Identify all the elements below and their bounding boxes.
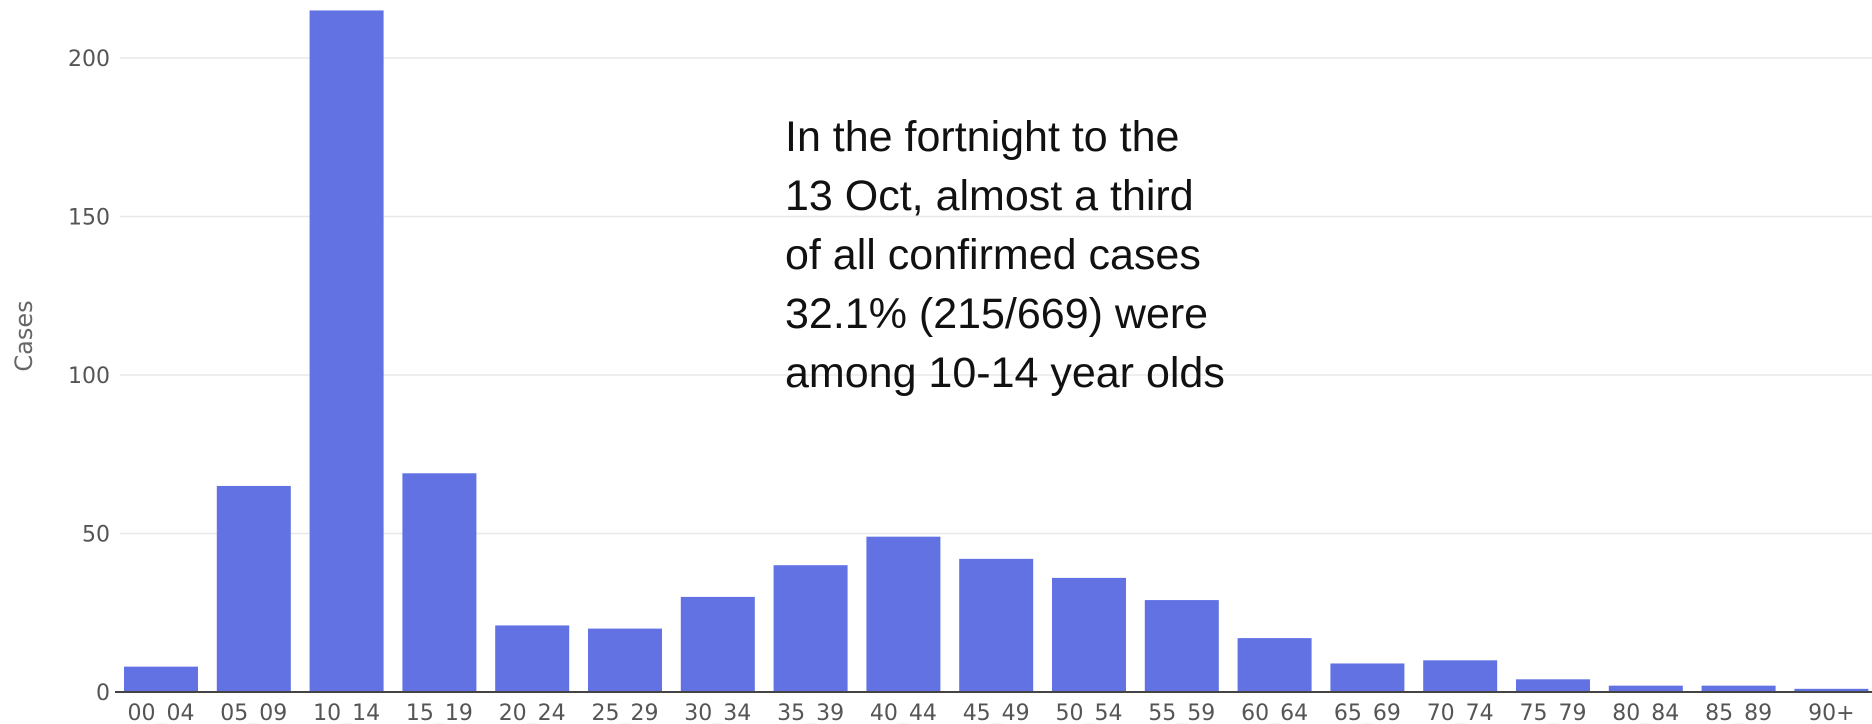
x-tick-label: 40_44 xyxy=(870,701,937,724)
bar xyxy=(1516,679,1590,692)
x-tick-label: 25_29 xyxy=(592,701,659,724)
x-tick-label: 45_49 xyxy=(963,701,1030,724)
x-tick-label: 75_79 xyxy=(1520,701,1587,724)
bar xyxy=(588,628,662,692)
x-tick-label: 65_69 xyxy=(1334,701,1401,724)
bars xyxy=(124,10,1869,692)
bar xyxy=(1423,660,1498,692)
bar xyxy=(1794,688,1869,692)
x-tick-label: 50_54 xyxy=(1056,701,1123,724)
bar xyxy=(680,596,755,692)
x-tick-label: 30_34 xyxy=(684,701,751,724)
bar xyxy=(1608,685,1683,692)
chart-annotation: In the fortnight to the 13 Oct, almost a… xyxy=(785,108,1345,403)
annotation-line: 32.1% (215/669) were xyxy=(785,290,1209,338)
x-tick-label: 10_14 xyxy=(313,701,380,724)
y-axis-title: Cases xyxy=(10,300,38,371)
bar xyxy=(1144,600,1219,692)
x-tick-label: 80_84 xyxy=(1612,701,1679,724)
y-tick-label: 200 xyxy=(68,47,110,72)
x-tick-label: 00_04 xyxy=(128,701,195,724)
x-tick-label: 35_39 xyxy=(777,701,844,724)
y-tick-label: 50 xyxy=(82,523,110,548)
bar xyxy=(124,666,198,692)
x-tick-label: 05_09 xyxy=(220,701,287,724)
annotation-line: In the fortnight to the xyxy=(785,113,1180,161)
bar xyxy=(1701,685,1776,692)
bar xyxy=(495,625,570,692)
x-tick-label: 70_74 xyxy=(1427,701,1494,724)
bar xyxy=(866,536,941,692)
bar xyxy=(216,485,291,692)
bar xyxy=(1237,638,1312,692)
annotation-line: among 10-14 year olds xyxy=(785,349,1225,397)
bar xyxy=(1052,577,1126,692)
x-tick-labels: 00_04 05_09 10_14 15_19 20_24 25_29 30_34 35_39… xyxy=(128,701,1855,724)
gridlines xyxy=(120,57,1872,535)
x-tick-label: 85_89 xyxy=(1705,701,1772,724)
x-tick-label: 15_19 xyxy=(406,701,473,724)
bar xyxy=(773,565,848,692)
y-tick-label: 0 xyxy=(96,681,110,706)
annotation-line: of all confirmed cases xyxy=(785,231,1201,279)
bar xyxy=(1330,663,1405,692)
y-tick-label: 100 xyxy=(68,364,110,389)
bar xyxy=(959,558,1034,692)
bar xyxy=(402,473,477,692)
x-tick-label: 20_24 xyxy=(499,701,566,724)
x-tick-label: 60_64 xyxy=(1241,701,1308,724)
y-tick-labels: 0 50 100 150 200 xyxy=(68,47,110,706)
bar xyxy=(309,10,384,692)
annotation-line: 13 Oct, almost a third xyxy=(785,172,1194,220)
y-tick-label: 150 xyxy=(68,206,110,231)
x-tick-label: 90+ xyxy=(1808,701,1854,724)
x-tick-label: 55_59 xyxy=(1148,701,1215,724)
